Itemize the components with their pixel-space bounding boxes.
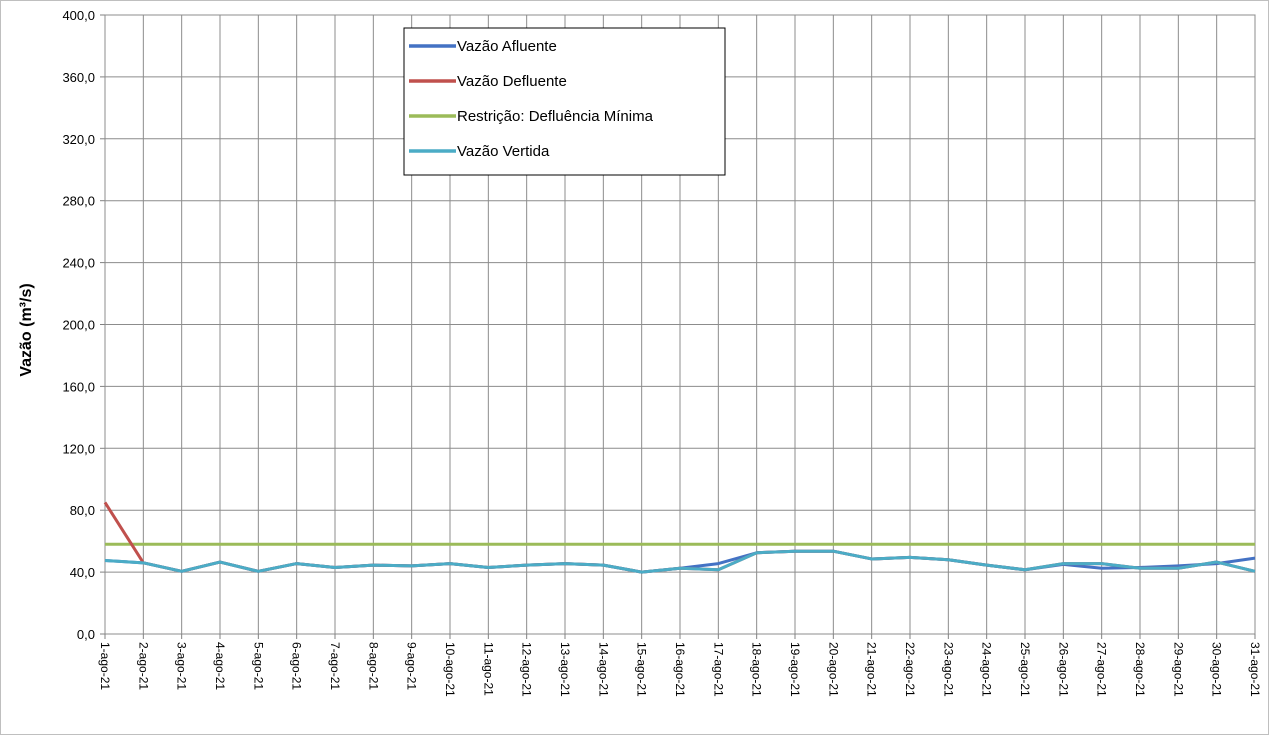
series-lines bbox=[103, 501, 1256, 574]
y-tick-label: 0,0 bbox=[77, 627, 95, 642]
x-tick-label: 31-ago-21 bbox=[1248, 642, 1262, 697]
y-axis-ticks: 0,0 40,0 80,0 120,0 160,0 200,0 240,0 280,0 320,… bbox=[62, 8, 95, 642]
y-tick-label: 280,0 bbox=[62, 194, 95, 209]
legend-label: Vazão Afluente bbox=[457, 38, 557, 55]
x-tick-label: 7-ago-21 bbox=[328, 642, 342, 690]
x-tick-label: 6-ago-21 bbox=[290, 642, 304, 690]
x-tick-label: 14-ago-21 bbox=[596, 642, 610, 697]
x-tick-label: 10-ago-21 bbox=[443, 642, 457, 697]
y-tick-label: 240,0 bbox=[62, 256, 95, 271]
legend-box bbox=[403, 27, 726, 176]
y-tick-label: 160,0 bbox=[62, 379, 95, 394]
x-tick-label: 23-ago-21 bbox=[941, 642, 955, 697]
x-tick-label: 26-ago-21 bbox=[1056, 642, 1070, 697]
x-tick-label: 16-ago-21 bbox=[673, 642, 687, 697]
x-tick-label: 9-ago-21 bbox=[405, 642, 419, 690]
y-tick-label: 320,0 bbox=[62, 132, 95, 147]
x-tick-label: 4-ago-21 bbox=[213, 642, 227, 690]
legend-label: Restrição: Defluência Mínima bbox=[457, 108, 654, 125]
x-tick-label: 24-ago-21 bbox=[980, 642, 994, 697]
y-tick-label: 120,0 bbox=[62, 441, 95, 456]
x-tick-label: 19-ago-21 bbox=[788, 642, 802, 697]
x-tick-label: 20-ago-21 bbox=[826, 642, 840, 697]
x-tick-label: 8-ago-21 bbox=[366, 642, 380, 690]
y-tick-label: 80,0 bbox=[70, 503, 95, 518]
x-tick-label: 25-ago-21 bbox=[1018, 642, 1032, 697]
x-tick-label: 17-ago-21 bbox=[711, 642, 725, 697]
legend-label: Vazão Vertida bbox=[457, 143, 550, 160]
x-tick-label: 2-ago-21 bbox=[136, 642, 150, 690]
x-tick-label: 28-ago-21 bbox=[1133, 642, 1147, 697]
x-tick-label: 27-ago-21 bbox=[1095, 642, 1109, 697]
x-tick-label: 5-ago-21 bbox=[251, 642, 265, 690]
x-tick-label: 18-ago-21 bbox=[750, 642, 764, 697]
x-axis-ticks: 1-ago-21 2-ago-21 3-ago-21 4-ago-21 5-ago-21… bbox=[98, 642, 1262, 697]
x-tick-label: 30-ago-21 bbox=[1210, 642, 1224, 697]
x-tick-label: 11-ago-21 bbox=[481, 642, 495, 696]
y-tick-label: 200,0 bbox=[62, 318, 95, 333]
legend: Vazão Afluente Vazão Defluente Restrição: … bbox=[403, 27, 726, 176]
y-axis-title: Vazão (m³/s) bbox=[18, 283, 35, 376]
x-tick-label: 21-ago-21 bbox=[865, 642, 879, 697]
series-line-3 bbox=[104, 549, 1256, 574]
legend-label: Vazão Defluente bbox=[457, 73, 567, 90]
y-tick-label: 400,0 bbox=[62, 8, 95, 23]
x-tick-label: 13-ago-21 bbox=[558, 642, 572, 697]
x-tick-label: 29-ago-21 bbox=[1171, 642, 1185, 697]
x-tick-label: 12-ago-21 bbox=[520, 642, 534, 697]
x-tick-label: 15-ago-21 bbox=[635, 642, 649, 697]
y-tick-label: 360,0 bbox=[62, 70, 95, 85]
x-tick-label: 1-ago-21 bbox=[98, 642, 112, 690]
y-tick-label: 40,0 bbox=[70, 565, 95, 580]
x-tick-label: 3-ago-21 bbox=[175, 642, 189, 690]
x-tick-label: 22-ago-21 bbox=[903, 642, 917, 697]
